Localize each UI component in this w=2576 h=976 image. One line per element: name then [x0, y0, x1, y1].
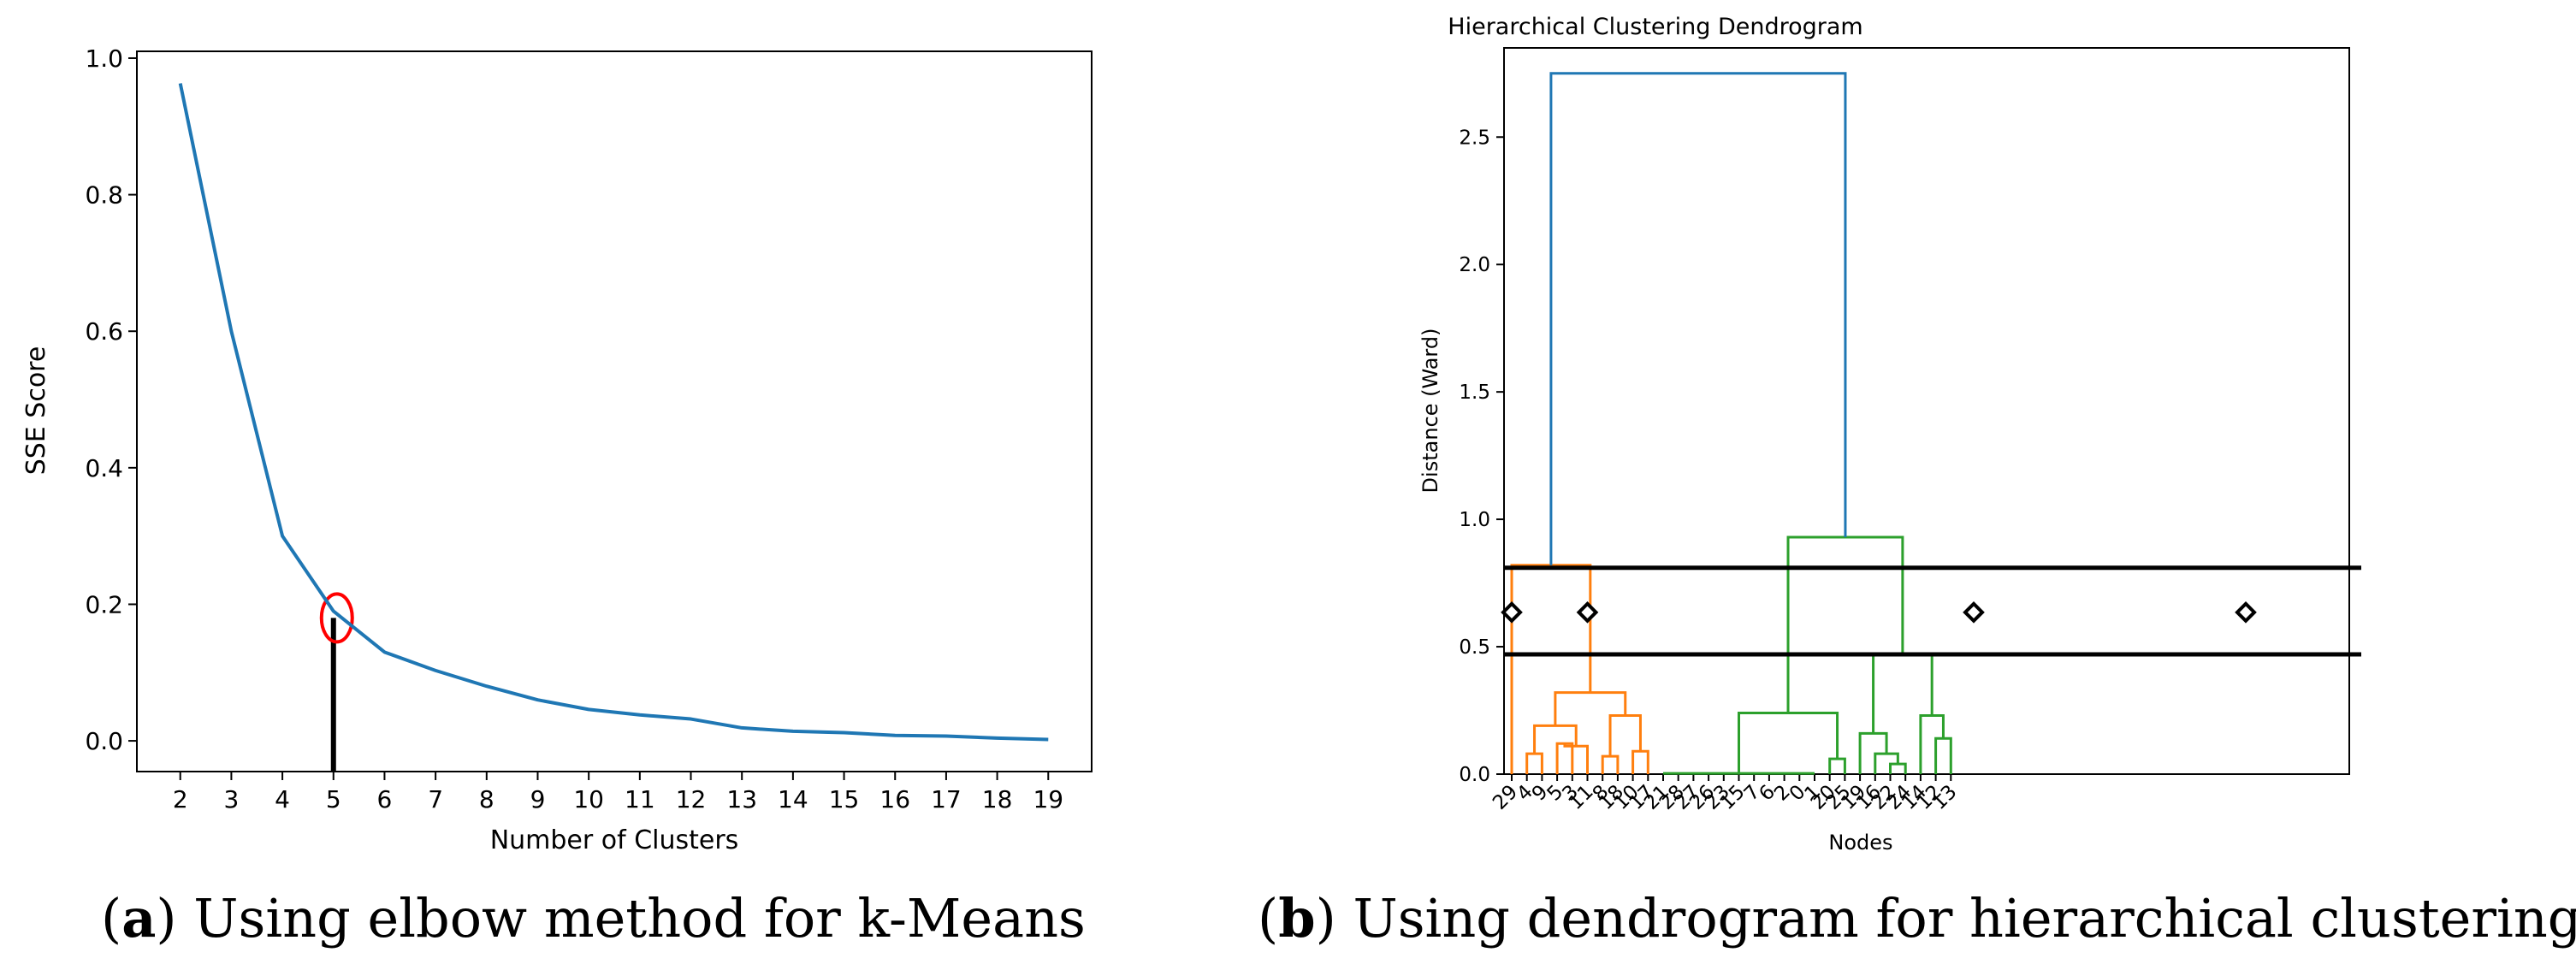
- elbow-x-tick-label: 7: [428, 785, 443, 813]
- dendrogram-plot-frame: [1503, 47, 2350, 775]
- elbow-x-tick-label: 11: [625, 785, 655, 813]
- dendrogram-y-tick-label: 1.5: [1459, 382, 1490, 404]
- caption-b: (b) Using dendrogram for hierarchical cl…: [1258, 887, 2576, 949]
- dendrogram-link: [1601, 754, 1620, 774]
- elbow-x-tick-label: 10: [573, 785, 604, 813]
- caption-a-open: (: [101, 887, 121, 949]
- dendrogram-link: [1549, 72, 1847, 565]
- elbow-x-tick-label: 5: [326, 785, 341, 813]
- elbow-y-ticks: 0.0 0.2 0.4 0.6 0.8 1.0: [85, 44, 137, 755]
- elbow-x-label: Number of Clusters: [490, 825, 739, 855]
- elbow-x-tick-label: 4: [275, 785, 290, 813]
- elbow-x-tick-label: 13: [726, 785, 757, 813]
- dendrogram-link: [1555, 742, 1574, 774]
- elbow-y-label: SSE Score: [21, 346, 51, 476]
- dendrogram-link: [1858, 731, 1888, 774]
- elbow-y-tick-label: 0.0: [85, 727, 123, 755]
- elbow-x-ticks: 2 3 4 5 6 7 8 9 10 11 12 13 14 15 16 17 18 19: [173, 772, 1063, 813]
- dendrogram-chart: Hierarchical Clustering Dendrogram 0.00.…: [1418, 14, 2361, 855]
- dendrogram-cut-marker: [1501, 601, 1523, 624]
- dendrogram-link: [1934, 736, 1952, 774]
- caption-b-label: b: [1278, 887, 1315, 949]
- elbow-annotation: [319, 592, 354, 772]
- elbow-x-tick-label: 9: [530, 785, 546, 813]
- dendrogram-link: [1554, 691, 1627, 726]
- dendrogram-y-tick-label: 2.0: [1459, 254, 1490, 276]
- elbow-y-tick-label: 0.4: [85, 454, 123, 482]
- dendrogram-link: [1510, 564, 1592, 774]
- dendrogram-link: [1738, 712, 1839, 774]
- dendrogram-y-ticks: 0.0 0.5 1.0 1.5 2.0 2.5: [1459, 127, 1504, 786]
- dendrogram-title: Hierarchical Clustering Dendrogram: [1448, 14, 1862, 40]
- elbow-x-tick-label: 3: [223, 785, 239, 813]
- dendrogram-y-tick-label: 1.0: [1459, 509, 1490, 531]
- dendrogram-cut-marker: [1963, 601, 1985, 624]
- elbow-x-tick-label: 12: [676, 785, 707, 813]
- dendrogram-cut-lines: [1504, 565, 2361, 657]
- elbow-plot-frame: [136, 50, 1093, 772]
- elbow-x-tick-label: 6: [377, 785, 393, 813]
- elbow-y-tick-label: 0.6: [85, 317, 123, 346]
- caption-a: (a) Using elbow method for k-Means: [101, 887, 1086, 949]
- elbow-x-tick-label: 16: [879, 785, 910, 813]
- elbow-chart: 2 3 4 5 6 7 8 9 10 11 12 13 14 15 16 17 18 19 0.00.20.40.…: [21, 44, 1093, 855]
- caption-b-text: ) Using dendrogram for hierarchical clus…: [1316, 887, 2576, 949]
- dendrogram-link: [1563, 743, 1589, 774]
- dendrogram-link: [1828, 757, 1846, 774]
- dendrogram-y-tick-label: 0.0: [1459, 764, 1490, 786]
- elbow-x-tick-label: 14: [778, 785, 808, 813]
- dendrogram-link: [1525, 752, 1543, 774]
- dendrogram-cut-marker: [1576, 601, 1599, 624]
- dendrogram-y-label: Distance (Ward): [1418, 328, 1442, 494]
- dendrogram-leaf-labels: 2949531181810172128272623157620120251916…: [1489, 774, 1962, 814]
- caption-a-label: a: [121, 887, 156, 949]
- dendrogram-cut-marker: [2235, 601, 2257, 624]
- dendrogram-y-tick-label: 0.5: [1459, 636, 1490, 659]
- elbow-x-tick-label: 18: [982, 785, 1013, 813]
- elbow-y-tick-label: 0.8: [85, 181, 123, 210]
- elbow-x-tick-label: 8: [479, 785, 494, 813]
- elbow-x-tick-label: 15: [829, 785, 860, 813]
- dendrogram-link: [1533, 724, 1578, 754]
- elbow-x-tick-label: 19: [1033, 785, 1063, 813]
- caption-a-text: ) Using elbow method for k-Means: [156, 887, 1085, 949]
- elbow-y-tick-label: 1.0: [85, 44, 123, 73]
- dendrogram-link: [1919, 713, 1945, 774]
- dendrogram-link: [1889, 762, 1907, 774]
- dendrogram-link: [1786, 535, 1904, 713]
- dendrogram-links: [1510, 72, 1952, 775]
- caption-b-open: (: [1258, 887, 1278, 949]
- elbow-marker-circle: [319, 592, 354, 644]
- dendrogram-link: [1631, 749, 1649, 774]
- elbow-y-tick-label: 0.2: [85, 590, 123, 618]
- elbow-x-tick-label: 2: [173, 785, 188, 813]
- dendrogram-link: [1872, 653, 1933, 734]
- dendrogram-cut-markers: [1501, 601, 2257, 624]
- elbow-sse-line: [178, 83, 1049, 742]
- elbow-x-tick-label: 17: [931, 785, 962, 813]
- dendrogram-y-tick-label: 2.5: [1459, 127, 1490, 149]
- dendrogram-x-label: Nodes: [1828, 831, 1892, 855]
